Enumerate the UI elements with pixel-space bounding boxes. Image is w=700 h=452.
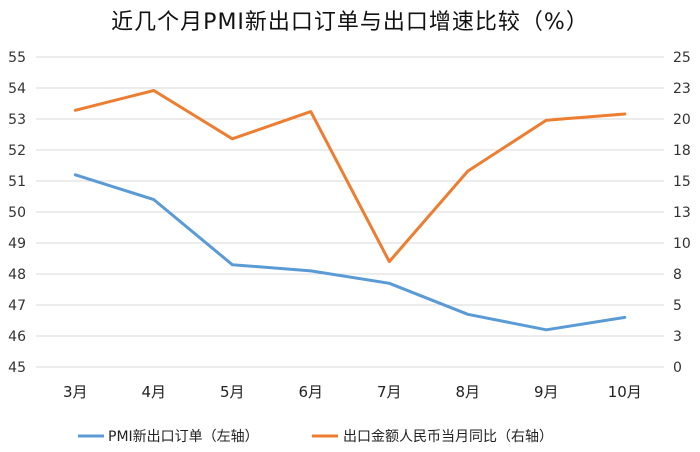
series-lines (73, 89, 627, 332)
y-left-tick-label: 48 (8, 267, 26, 283)
y-left-tick-label: 49 (8, 236, 26, 252)
y-left-tick-label: 54 (8, 81, 26, 97)
y-right-tick-label: 10 (673, 236, 691, 252)
y-right-tick-label: 0 (673, 360, 682, 376)
x-tick-label: 5月 (220, 383, 245, 401)
legend-label: PMI新出口订单（左轴） (108, 429, 259, 445)
x-tick-label: 8月 (455, 383, 480, 401)
y-left-tick-label: 46 (8, 329, 26, 345)
gridlines (36, 56, 664, 368)
series-line (73, 173, 627, 332)
x-tick-label: 9月 (534, 383, 559, 401)
y-right-tick-label: 8 (673, 267, 682, 283)
y-left-tick-label: 50 (8, 205, 26, 221)
y-axis-left-ticks: 45 46 47 48 49 50 51 52 53 54 55 (8, 50, 26, 376)
legend-label: 出口金额人民币当月同比（右轴） (343, 429, 553, 445)
x-tick-label: 10月 (608, 383, 642, 401)
y-right-tick-label: 18 (673, 143, 691, 159)
y-right-tick-label: 5 (673, 298, 682, 314)
y-axis-right-ticks: 0 3 5 8 10 13 15 18 20 23 25 (673, 50, 691, 376)
series-line (73, 89, 627, 264)
x-tick-label: 4月 (141, 383, 166, 401)
y-left-tick-label: 47 (8, 298, 26, 314)
y-right-tick-label: 23 (673, 81, 691, 97)
y-left-tick-label: 52 (8, 143, 26, 159)
y-left-tick-label: 45 (8, 360, 26, 376)
x-axis-ticks: 3月 4月 5月 6月 7月 8月 9月 10月 (63, 383, 642, 401)
legend: PMI新出口订单（左轴） 出口金额人民币当月同比（右轴） (78, 429, 553, 445)
x-tick-label: 6月 (298, 383, 323, 401)
y-right-tick-label: 13 (673, 205, 691, 221)
y-left-tick-label: 53 (8, 112, 26, 128)
y-left-tick-label: 51 (8, 174, 26, 190)
y-left-tick-label: 55 (8, 50, 26, 66)
y-right-tick-label: 15 (673, 174, 691, 190)
y-right-tick-label: 20 (673, 112, 691, 128)
chart-title: 近几个月PMI新出口订单与出口增速比较（%） (111, 10, 589, 35)
x-tick-label: 3月 (63, 383, 88, 401)
y-right-tick-label: 3 (673, 329, 682, 345)
x-tick-label: 7月 (377, 383, 402, 401)
y-right-tick-label: 25 (673, 50, 691, 66)
